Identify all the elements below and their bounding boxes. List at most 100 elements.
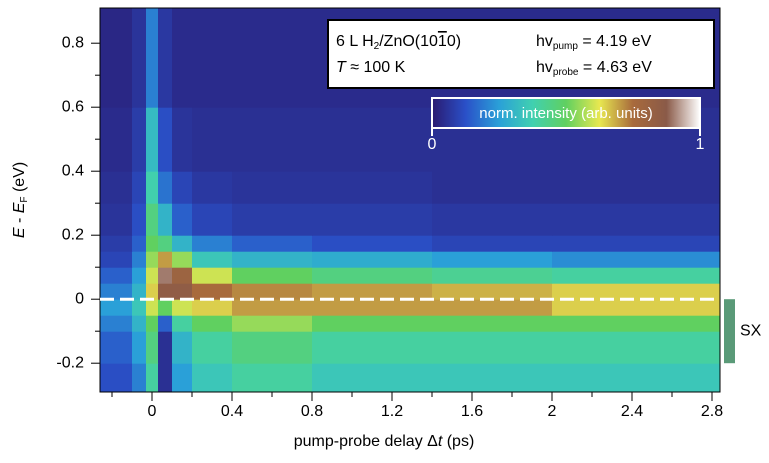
heat-cell xyxy=(232,267,313,284)
heat-cell xyxy=(158,171,173,204)
heat-cell xyxy=(132,363,147,393)
x-tick-label: 1.6 xyxy=(461,403,483,420)
heat-cell xyxy=(100,203,133,236)
heat-cell xyxy=(100,363,133,393)
heat-cell xyxy=(132,331,147,364)
colorbar-tick-label: 0 xyxy=(428,136,437,153)
heat-cell xyxy=(132,235,147,252)
heat-cell xyxy=(100,8,133,108)
heat-cell xyxy=(552,363,721,393)
x-tick-label: 0 xyxy=(148,403,157,420)
heat-cell xyxy=(192,267,233,284)
heat-cell xyxy=(132,107,147,172)
heat-cell xyxy=(192,235,233,252)
heat-cell xyxy=(312,107,433,172)
heat-cell xyxy=(172,235,193,252)
heat-cell xyxy=(172,171,193,204)
heat-cell xyxy=(146,331,159,364)
heat-cell xyxy=(232,107,313,172)
heat-cell xyxy=(232,251,313,268)
colorbar-label: norm. intensity (arb. units) xyxy=(479,105,652,122)
sx-label: SX xyxy=(740,322,762,339)
heat-cell xyxy=(192,315,233,332)
heat-cell xyxy=(192,203,233,236)
heat-cell xyxy=(146,251,159,268)
heat-cell xyxy=(100,315,133,332)
heat-cell xyxy=(232,299,313,316)
info-box: 6 L H2/ZnO(1010) T ≈ 100 K hvpump = 4.19… xyxy=(327,19,715,89)
heat-cell xyxy=(312,315,433,332)
heat-cell xyxy=(158,363,173,393)
heat-cell xyxy=(232,203,313,236)
heat-cell xyxy=(172,8,193,108)
heat-cell xyxy=(432,203,553,236)
heat-cell xyxy=(132,8,147,108)
heat-cell xyxy=(100,267,133,284)
heat-cell xyxy=(158,283,173,300)
y-axis-label: E - EF (eV) xyxy=(11,162,29,238)
heat-cell xyxy=(192,283,233,300)
heat-cell xyxy=(312,251,433,268)
heat-cell xyxy=(192,299,233,316)
heat-cell xyxy=(146,315,159,332)
pump-label: hvpump = 4.19 eV xyxy=(536,33,652,51)
heat-cell xyxy=(312,331,433,364)
heat-cell xyxy=(132,251,147,268)
heat-cell xyxy=(432,283,553,300)
heat-cell xyxy=(172,107,193,172)
heat-cell xyxy=(232,171,313,204)
heat-cell xyxy=(100,171,133,204)
heat-cell xyxy=(100,107,133,172)
heat-cell xyxy=(158,235,173,252)
heat-cell xyxy=(552,267,721,284)
heat-cell xyxy=(158,299,173,316)
heat-cell xyxy=(172,283,193,300)
heat-cell xyxy=(232,8,313,108)
x-tick-label: 2 xyxy=(548,403,557,420)
heat-cell xyxy=(172,251,193,268)
heat-cell xyxy=(192,331,233,364)
heat-cell xyxy=(312,299,433,316)
heat-cell xyxy=(552,251,721,268)
heat-cell xyxy=(132,315,147,332)
heat-cell xyxy=(232,283,313,300)
x-tick-label: 0.8 xyxy=(301,403,323,420)
heat-cell xyxy=(312,203,433,236)
x-tick-label: 2.4 xyxy=(621,403,643,420)
heat-cell xyxy=(158,203,173,236)
heat-cell xyxy=(432,315,553,332)
heat-cell xyxy=(146,203,159,236)
heat-cell xyxy=(100,299,133,316)
heat-cell xyxy=(312,235,433,252)
info-box-frame xyxy=(327,19,715,89)
heat-cell xyxy=(100,235,133,252)
heat-cell xyxy=(146,283,159,300)
heat-cell xyxy=(100,251,133,268)
heat-cell xyxy=(432,299,553,316)
heat-cell xyxy=(432,171,553,204)
heat-cell xyxy=(158,315,173,332)
heat-cell xyxy=(192,171,233,204)
heat-cell xyxy=(158,331,173,364)
heat-cell xyxy=(232,235,313,252)
heat-cell xyxy=(146,267,159,284)
heat-cell xyxy=(132,299,147,316)
sample-label: 6 L H2/ZnO(1010) xyxy=(336,33,461,51)
x-tick-label: 2.8 xyxy=(701,403,723,420)
heat-cell xyxy=(192,107,233,172)
heat-cell xyxy=(232,315,313,332)
heat-cell xyxy=(312,363,433,393)
x-tick-label: 1.2 xyxy=(381,403,403,420)
heat-cell xyxy=(432,267,553,284)
heat-cell xyxy=(146,299,159,316)
y-tick-label: 0.4 xyxy=(62,162,84,179)
heat-cell xyxy=(172,331,193,364)
heat-cell xyxy=(172,315,193,332)
heat-cell xyxy=(432,251,553,268)
colorbar-tick-label: 1 xyxy=(696,136,705,153)
heat-cell xyxy=(552,331,721,364)
heat-cell xyxy=(132,171,147,204)
heat-cell xyxy=(192,363,233,393)
heat-cell xyxy=(552,315,721,332)
